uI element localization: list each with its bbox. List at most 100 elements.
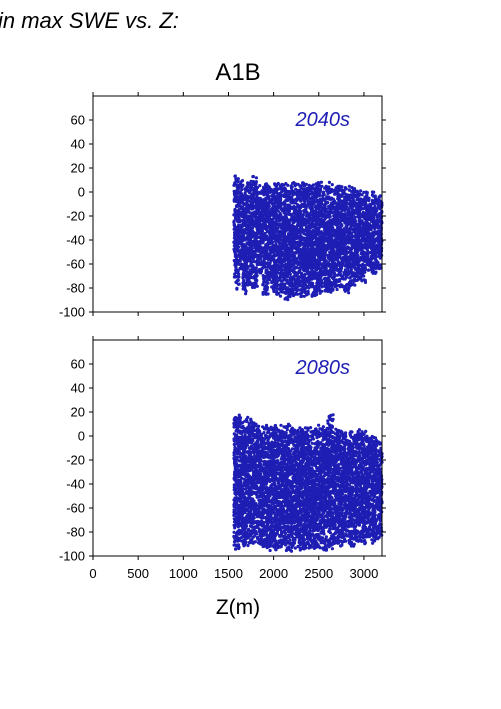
data-point xyxy=(264,280,268,284)
data-point xyxy=(344,187,348,191)
data-point xyxy=(288,272,292,276)
data-point xyxy=(284,217,289,221)
data-point xyxy=(253,285,257,289)
data-point xyxy=(365,254,369,258)
data-point xyxy=(268,246,272,250)
data-point xyxy=(282,224,287,228)
data-point xyxy=(343,233,347,237)
data-point xyxy=(293,182,298,186)
data-point xyxy=(294,236,298,240)
data-point xyxy=(359,219,363,223)
data-point xyxy=(305,194,309,198)
data-point xyxy=(284,220,288,224)
data-point xyxy=(249,188,253,192)
data-point xyxy=(279,214,283,218)
data-point xyxy=(280,244,284,248)
data-point xyxy=(300,227,304,231)
data-point xyxy=(236,269,240,273)
data-point xyxy=(274,242,278,246)
data-point xyxy=(300,291,304,295)
data-point xyxy=(317,278,321,283)
data-point xyxy=(290,201,294,205)
data-point xyxy=(290,276,294,280)
data-point xyxy=(249,185,253,189)
data-point xyxy=(284,187,288,192)
data-point xyxy=(312,274,316,278)
data-point xyxy=(326,201,330,205)
data-point xyxy=(282,232,287,236)
data-point xyxy=(326,191,330,196)
data-point xyxy=(310,235,315,239)
data-point xyxy=(295,213,299,217)
data-point xyxy=(238,235,242,239)
data-point xyxy=(322,255,326,259)
data-point xyxy=(359,252,363,256)
data-point xyxy=(353,217,357,222)
data-point xyxy=(330,286,334,290)
data-point xyxy=(290,196,294,200)
data-point xyxy=(255,270,259,274)
data-point xyxy=(252,281,256,285)
data-point xyxy=(322,281,326,285)
data-point xyxy=(354,208,358,212)
data-point xyxy=(242,231,246,235)
data-point xyxy=(316,241,320,245)
data-point xyxy=(356,258,360,263)
data-point xyxy=(339,225,343,229)
data-point xyxy=(327,206,331,210)
data-point xyxy=(359,204,363,208)
data-point xyxy=(288,264,292,268)
data-point xyxy=(287,190,291,194)
data-point xyxy=(340,263,344,267)
data-point xyxy=(283,285,287,289)
data-point xyxy=(234,268,238,272)
data-point xyxy=(344,257,348,261)
data-point xyxy=(267,213,271,218)
data-point xyxy=(254,266,258,270)
data-point xyxy=(321,219,325,223)
data-point xyxy=(278,201,282,205)
data-point xyxy=(273,254,277,258)
data-point xyxy=(366,268,370,272)
data-point xyxy=(306,188,310,192)
data-point xyxy=(345,283,349,287)
data-point xyxy=(329,244,333,248)
data-point xyxy=(273,238,278,242)
data-point xyxy=(323,203,327,207)
data-point xyxy=(261,290,265,295)
data-point xyxy=(251,267,256,272)
data-point xyxy=(311,259,315,263)
data-point xyxy=(278,192,282,196)
data-point xyxy=(283,297,287,301)
data-point xyxy=(290,259,294,263)
data-point xyxy=(295,271,299,275)
data-point xyxy=(300,280,304,284)
data-point xyxy=(337,221,341,226)
data-point xyxy=(289,225,293,229)
data-point xyxy=(295,198,299,202)
data-point xyxy=(366,236,370,240)
data-point xyxy=(301,242,306,246)
data-point xyxy=(289,231,294,235)
data-point xyxy=(274,216,279,220)
data-point xyxy=(344,237,348,241)
data-point xyxy=(313,256,317,260)
data-point xyxy=(233,174,237,178)
data-point xyxy=(242,251,246,255)
data-point xyxy=(234,205,239,209)
data-point xyxy=(251,202,255,206)
data-point xyxy=(263,274,267,279)
data-point xyxy=(306,267,310,271)
data-point xyxy=(286,183,290,187)
data-point xyxy=(245,189,249,193)
data-point xyxy=(235,195,239,199)
data-point xyxy=(364,244,368,248)
figure-title: in max SWE vs. Z: xyxy=(0,8,179,33)
data-point xyxy=(305,277,309,282)
data-point xyxy=(252,241,256,245)
data-point xyxy=(232,183,236,187)
data-point xyxy=(232,222,236,226)
data-point xyxy=(313,285,317,289)
data-point xyxy=(261,247,265,251)
data-point xyxy=(331,277,336,281)
